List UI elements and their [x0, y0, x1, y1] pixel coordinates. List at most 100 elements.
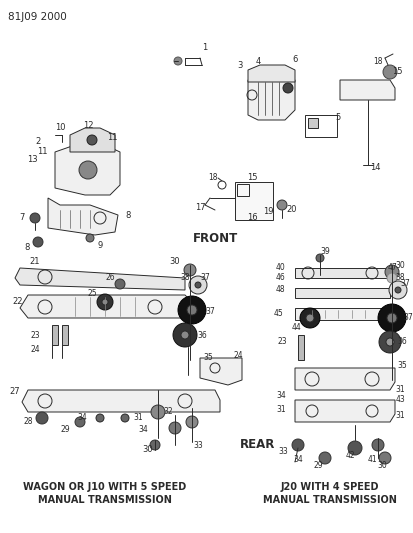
Text: WAGON OR J10 WITH 5 SPEED: WAGON OR J10 WITH 5 SPEED	[24, 482, 187, 492]
Text: 37: 37	[403, 313, 413, 322]
Text: 36: 36	[397, 337, 407, 346]
Polygon shape	[200, 358, 242, 385]
Text: 30: 30	[377, 461, 387, 470]
Text: 45: 45	[273, 309, 283, 318]
Circle shape	[102, 299, 108, 305]
Text: 24: 24	[233, 351, 243, 359]
Text: 21: 21	[30, 257, 40, 266]
Text: 34: 34	[77, 414, 87, 423]
Circle shape	[348, 441, 362, 455]
Circle shape	[121, 414, 129, 422]
Polygon shape	[248, 80, 295, 120]
Circle shape	[283, 83, 293, 93]
Text: J20 WITH 4 SPEED: J20 WITH 4 SPEED	[281, 482, 379, 492]
Text: MANUAL TRANSMISSION: MANUAL TRANSMISSION	[38, 495, 172, 505]
Circle shape	[87, 135, 97, 145]
Text: 29: 29	[60, 425, 70, 434]
Bar	[235, 182, 273, 220]
Circle shape	[316, 254, 324, 262]
Text: 15: 15	[247, 174, 257, 182]
Circle shape	[379, 331, 401, 353]
Polygon shape	[340, 80, 395, 100]
Circle shape	[151, 405, 165, 419]
Text: 34: 34	[293, 456, 303, 464]
Circle shape	[372, 439, 384, 451]
Circle shape	[150, 440, 160, 450]
Circle shape	[387, 313, 397, 323]
Text: 22: 22	[13, 297, 23, 306]
Text: 2: 2	[36, 138, 40, 147]
Circle shape	[189, 276, 207, 294]
Text: 3: 3	[237, 61, 243, 69]
Text: 31: 31	[395, 385, 405, 394]
Text: 31: 31	[276, 406, 286, 415]
Text: 6: 6	[292, 55, 298, 64]
Text: 11: 11	[107, 133, 117, 142]
Text: 31: 31	[395, 410, 405, 419]
Polygon shape	[22, 390, 220, 412]
Circle shape	[385, 265, 399, 279]
Circle shape	[292, 439, 304, 451]
Text: 33: 33	[193, 440, 203, 449]
Circle shape	[306, 314, 314, 322]
Text: 37: 37	[205, 308, 215, 317]
Text: 13: 13	[27, 156, 37, 165]
Text: 43: 43	[395, 395, 405, 405]
Text: 31: 31	[133, 414, 143, 423]
Text: 15: 15	[392, 68, 402, 77]
Polygon shape	[48, 198, 118, 235]
Text: 29: 29	[313, 461, 323, 470]
Text: 48: 48	[275, 286, 285, 295]
Circle shape	[319, 452, 331, 464]
Bar	[298, 335, 304, 360]
Text: 26: 26	[105, 272, 115, 281]
Text: MANUAL TRANSMISSION: MANUAL TRANSMISSION	[263, 495, 397, 505]
Text: 24: 24	[30, 345, 40, 354]
Circle shape	[184, 264, 196, 276]
Polygon shape	[295, 400, 395, 422]
Text: 34: 34	[138, 425, 148, 434]
Circle shape	[379, 452, 391, 464]
Text: 7: 7	[19, 214, 25, 222]
Text: 8: 8	[125, 211, 131, 220]
Bar	[52, 325, 58, 345]
Text: 23: 23	[277, 337, 287, 346]
Polygon shape	[70, 128, 115, 152]
Text: 25: 25	[87, 289, 97, 298]
Circle shape	[30, 213, 40, 223]
Bar	[305, 115, 337, 137]
Polygon shape	[15, 268, 185, 290]
Circle shape	[86, 234, 94, 242]
Text: 9: 9	[97, 240, 102, 249]
Text: 47: 47	[387, 263, 397, 272]
Text: 37: 37	[200, 273, 210, 282]
Text: 18: 18	[373, 58, 383, 67]
Text: 36: 36	[197, 330, 207, 340]
Text: 12: 12	[83, 120, 93, 130]
Circle shape	[75, 417, 85, 427]
Circle shape	[96, 414, 104, 422]
Text: 17: 17	[195, 204, 205, 213]
Circle shape	[389, 281, 407, 299]
Text: 35: 35	[397, 360, 407, 369]
Circle shape	[300, 308, 320, 328]
Text: 32: 32	[163, 408, 173, 416]
Text: 37: 37	[400, 279, 410, 287]
Polygon shape	[248, 65, 295, 82]
Text: 16: 16	[247, 214, 257, 222]
Text: 30: 30	[170, 257, 180, 266]
Text: 44: 44	[291, 324, 301, 333]
Polygon shape	[295, 308, 390, 320]
Circle shape	[97, 294, 113, 310]
Circle shape	[173, 323, 197, 347]
Circle shape	[178, 296, 206, 324]
Text: 28: 28	[23, 417, 33, 426]
Text: 41: 41	[367, 456, 377, 464]
Text: 20: 20	[287, 206, 297, 214]
Text: 38: 38	[180, 273, 190, 282]
Circle shape	[115, 279, 125, 289]
Text: 42: 42	[345, 450, 355, 459]
Polygon shape	[55, 145, 120, 195]
Text: 46: 46	[275, 273, 285, 282]
Text: 18: 18	[208, 174, 218, 182]
